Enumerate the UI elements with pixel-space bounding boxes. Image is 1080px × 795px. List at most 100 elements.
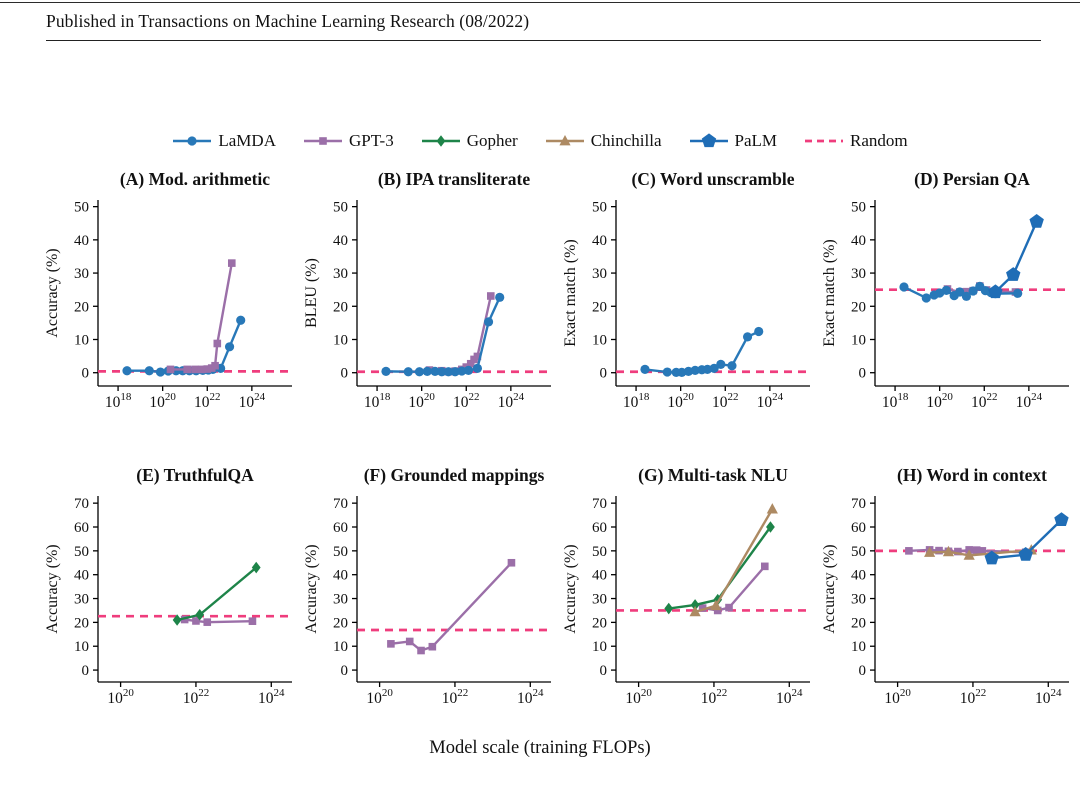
page-top-border <box>0 2 1080 3</box>
panel-title: (C) Word unscramble <box>631 169 794 189</box>
gopher-legend-marker <box>421 135 460 147</box>
gpt3-legend-marker <box>303 137 342 145</box>
legend-item-gopher: Gopher <box>421 131 518 151</box>
x-tick-label: 1024 <box>776 687 803 707</box>
y-tick-label: 10 <box>592 639 607 655</box>
y-tick-label: 20 <box>851 615 866 631</box>
y-tick-label: 30 <box>333 266 348 282</box>
y-tick-label: 20 <box>333 299 348 315</box>
figure-panels: (A) Mod. arithmetic 0 10 20 30 40 50 1018 1020 10… <box>42 168 1077 716</box>
x-tick-label: 1020 <box>926 391 953 411</box>
y-tick-label: 30 <box>333 592 348 608</box>
legend-item-palm: PaLM <box>689 131 778 151</box>
series-gpt3 <box>425 292 495 376</box>
y-tick-label: 40 <box>851 233 866 249</box>
y-axis-label: BLEU (%) <box>303 258 320 328</box>
axes <box>97 496 292 683</box>
subplot-f-chart: (F) Grounded mappings0102030405060701020… <box>303 465 551 707</box>
y-tick-label: 0 <box>600 663 608 679</box>
y-tick-label: 10 <box>851 639 866 655</box>
y-tick-label: 10 <box>592 333 607 349</box>
random-legend-marker <box>805 139 844 143</box>
y-tick-label: 10 <box>333 333 348 349</box>
legend-label-chinchilla: Chinchilla <box>590 131 662 150</box>
y-tick-label: 20 <box>592 299 607 315</box>
x-tick-label: 1024 <box>258 687 285 707</box>
x-tick-label: 1020 <box>408 391 435 411</box>
panel-title: (B) IPA transliterate <box>378 169 531 189</box>
y-tick-label: 50 <box>74 544 89 560</box>
x-tick-label: 1020 <box>667 391 694 411</box>
panel-C: (C) Word unscramble 0 10 20 30 40 50 1018 1020 10… <box>560 168 818 420</box>
y-axis-label: Accuracy (%) <box>44 248 61 337</box>
y-tick-label: 50 <box>74 200 89 216</box>
panel-D: (D) Persian QA 0 10 20 30 40 50 1018 1020 1022 102… <box>819 168 1077 420</box>
y-tick-label: 0 <box>859 663 867 679</box>
legend-label-palm: PaLM <box>734 131 778 150</box>
y-tick-label: 40 <box>333 233 348 249</box>
x-tick-label: 1022 <box>712 391 739 411</box>
axes <box>874 496 1069 683</box>
x-tick-label: 1018 <box>882 391 909 411</box>
y-tick-label: 40 <box>592 233 607 249</box>
legend-item-lamda: LaMDA <box>172 131 276 151</box>
x-tick-label: 1020 <box>625 687 652 707</box>
y-tick-label: 40 <box>851 568 866 584</box>
x-tick-label: 1024 <box>757 391 784 411</box>
panel-B: (B) IPA transliterate 0 10 20 30 40 50 1018 1020… <box>301 168 559 420</box>
y-tick-label: 40 <box>74 568 89 584</box>
paper-header: Published in Transactions on Machine Lea… <box>46 11 530 31</box>
y-tick-label: 40 <box>74 233 89 249</box>
y-tick-label: 0 <box>600 366 608 382</box>
panel-title: (F) Grounded mappings <box>364 465 545 485</box>
x-tick-label: 1022 <box>194 391 221 411</box>
y-tick-label: 50 <box>851 200 866 216</box>
series-palm <box>984 512 1069 565</box>
x-tick-label: 1020 <box>884 687 911 707</box>
x-tick-label: 1024 <box>1035 687 1062 707</box>
x-tick-label: 1022 <box>960 687 987 707</box>
legend-label-random: Random <box>850 131 908 150</box>
panel-H: (H) Word in context 0 10 20 30 40 50 60 70 1020 10… <box>819 464 1077 716</box>
panel-title: (H) Word in context <box>897 465 1047 485</box>
x-tick-label: 1020 <box>366 687 393 707</box>
y-tick-label: 70 <box>851 496 866 512</box>
y-tick-label: 10 <box>74 333 89 349</box>
y-tick-label: 70 <box>592 496 607 512</box>
legend-item-chinchilla: Chinchilla <box>545 131 662 151</box>
x-tick-label: 1018 <box>623 391 650 411</box>
y-tick-label: 40 <box>333 568 348 584</box>
x-tick-label: 1024 <box>239 391 266 411</box>
x-tick-label: 1022 <box>971 391 998 411</box>
axes <box>356 200 551 387</box>
series-lamda <box>640 326 764 377</box>
figure-legend: LaMDA GPT-3 Gopher Chinchilla PaLM Random <box>0 131 1080 151</box>
y-tick-label: 0 <box>82 663 90 679</box>
x-tick-label: 1024 <box>1016 391 1043 411</box>
y-tick-label: 50 <box>592 544 607 560</box>
y-tick-label: 50 <box>333 200 348 216</box>
y-tick-label: 20 <box>592 615 607 631</box>
y-axis-label: Accuracy (%) <box>44 544 61 633</box>
y-axis-label: Exact match (%) <box>821 239 838 347</box>
legend-label-gpt3: GPT-3 <box>348 131 394 150</box>
series-gpt3 <box>698 562 769 615</box>
series-gopher <box>664 521 775 615</box>
y-axis-label: Exact match (%) <box>562 239 579 347</box>
y-axis-label: Accuracy (%) <box>303 544 320 633</box>
x-tick-label: 1020 <box>107 687 134 707</box>
legend-item-gpt3: GPT-3 <box>303 131 394 151</box>
axes <box>356 496 551 683</box>
y-tick-label: 20 <box>74 299 89 315</box>
y-tick-label: 60 <box>592 520 607 536</box>
palm-legend-marker <box>689 133 728 148</box>
y-tick-label: 30 <box>592 592 607 608</box>
x-tick-label: 1020 <box>149 391 176 411</box>
panel-title: (G) Multi-task NLU <box>638 465 788 485</box>
header-underline <box>46 40 1041 41</box>
y-tick-label: 10 <box>74 639 89 655</box>
x-tick-label: 1018 <box>105 391 132 411</box>
